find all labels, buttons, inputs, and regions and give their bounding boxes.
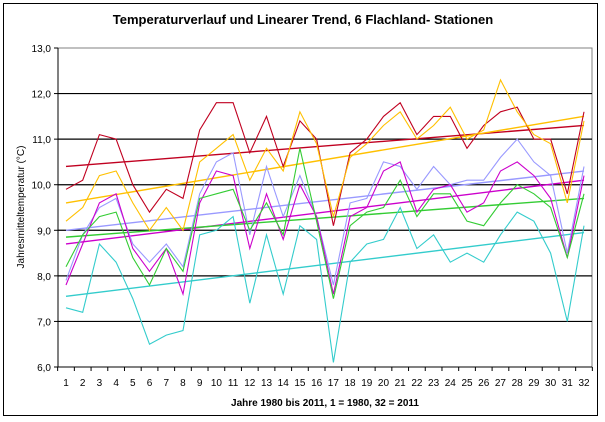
x-tick-label: 3	[97, 378, 103, 389]
x-tick-label: 23	[428, 378, 440, 389]
gridlines	[57, 47, 593, 368]
x-tick-label: 20	[378, 378, 390, 389]
series-line-station-cyan	[65, 206, 585, 363]
x-tick-label: 16	[311, 378, 323, 389]
x-tick-label: 26	[478, 378, 490, 389]
trend-line-station-dark-red	[65, 124, 585, 168]
x-tick-label: 6	[147, 378, 153, 389]
y-tick-label: 13,0	[32, 44, 52, 55]
x-tick-label: 27	[495, 378, 507, 389]
x-tick-label: 1	[63, 378, 69, 389]
x-tick-label: 9	[197, 378, 203, 389]
x-tick-label: 4	[113, 378, 119, 389]
y-tick-label: 11,0	[32, 135, 51, 146]
x-tick-label: 15	[294, 378, 306, 389]
x-tick-label: 8	[180, 378, 186, 389]
x-tick-label: 21	[395, 378, 407, 389]
trend-line-station-green	[65, 197, 585, 238]
y-tick-label: 8,0	[37, 272, 51, 283]
x-axis-label: Jahre 1980 bis 2011, 1 = 1980, 32 = 2011	[231, 398, 419, 409]
y-tick-label: 7,0	[37, 317, 51, 328]
series-line-station-dark-red	[65, 101, 585, 226]
x-tick-label: 28	[512, 378, 524, 389]
x-tick-label: 22	[411, 378, 423, 389]
x-tick-label: 13	[261, 378, 273, 389]
x-tick-label: 14	[278, 378, 290, 389]
x-tick-label: 30	[545, 378, 557, 389]
series-line-station-yellow	[65, 78, 585, 232]
x-tick-label: 32	[578, 378, 590, 389]
x-tick-label: 11	[228, 378, 239, 389]
x-tick-label: 24	[445, 378, 457, 389]
y-tick-label: 12,0	[32, 90, 52, 101]
x-tick-label: 2	[80, 378, 86, 389]
x-tick-label: 31	[562, 378, 574, 389]
trend-line-station-lavender	[65, 170, 585, 231]
x-tick-label: 18	[345, 378, 357, 389]
x-tick-label: 7	[163, 378, 169, 389]
x-tick-label: 10	[211, 378, 223, 389]
x-tick-label: 25	[461, 378, 473, 389]
series-line-station-magenta	[65, 161, 585, 297]
y-axis-ticks: 6,0 7,0 8,0 9,0 10,0 11,0 12,0 13,0	[32, 44, 58, 374]
series-lines	[65, 78, 585, 363]
trend-line-station-magenta	[65, 179, 585, 245]
trend-lines	[65, 115, 585, 298]
x-tick-label: 19	[361, 378, 373, 389]
y-tick-label: 6,0	[37, 363, 51, 374]
chart-frame	[3, 3, 598, 416]
x-tick-label: 29	[528, 378, 540, 389]
series-line-station-green	[65, 148, 585, 299]
x-axis-ticks: 1 2 3 4 5 6 7 8 9 10 11 12 13 14 15 16 17 18 19 20 21 22 23 24 2…	[57, 367, 593, 389]
trend-line-station-yellow	[65, 115, 585, 204]
trend-line-station-cyan	[65, 231, 585, 298]
chart-title: Temperaturverlauf und Linearer Trend, 6 …	[113, 12, 494, 27]
x-tick-label: 12	[244, 378, 256, 389]
y-tick-label: 9,0	[37, 226, 51, 237]
x-tick-label: 5	[130, 378, 136, 389]
plot-area-border	[57, 47, 593, 368]
x-tick-label: 17	[328, 378, 340, 389]
y-tick-label: 10,0	[32, 181, 52, 192]
series-line-station-lavender	[65, 138, 585, 286]
y-axis-label: Jahresmitteltemperatur (°C)	[16, 146, 27, 269]
